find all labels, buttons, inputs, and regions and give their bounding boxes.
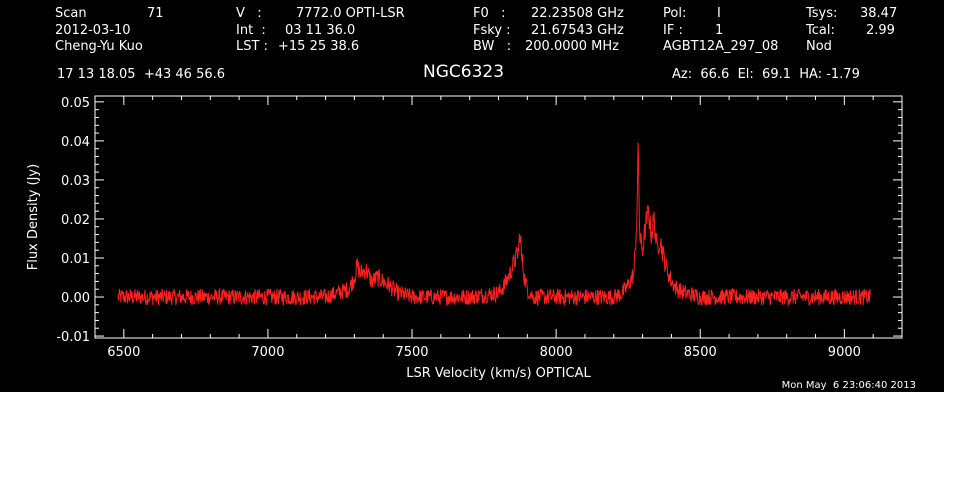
bw-value: 200.0000 MHz <box>525 39 619 54</box>
v-label: V : <box>236 6 262 21</box>
fsky-value: 21.67543 GHz <box>531 23 624 38</box>
plot-panel <box>0 0 944 392</box>
y-tick-label: 0.05 <box>61 96 90 111</box>
lst-value: +15 25 38.6 <box>278 39 360 54</box>
x-tick-label: 9000 <box>828 345 861 360</box>
x-tick-label: 8500 <box>684 345 717 360</box>
spectrum-trace <box>117 142 871 307</box>
tcal-value: 2.99 <box>866 23 895 38</box>
pol-label: Pol: <box>663 6 687 21</box>
if-label: IF : <box>663 23 683 38</box>
y-tick-label: 0.04 <box>61 135 90 150</box>
v-value: 7772.0 OPTI-LSR <box>296 6 405 21</box>
tcal-label: Tcal: <box>806 23 835 38</box>
x-tick-label: 8000 <box>540 345 573 360</box>
y-tick-label: 0.03 <box>61 174 90 189</box>
tsys-label: Tsys: <box>806 6 838 21</box>
y-tick-label: -0.01 <box>56 330 90 345</box>
pol-value: I <box>717 6 721 21</box>
bw-label: BW : <box>473 39 512 54</box>
plot-title: NGC6323 <box>423 62 505 82</box>
scan-label: Scan <box>55 6 87 21</box>
observer-name: Cheng-Yu Kuo <box>55 39 143 54</box>
scan-value: 71 <box>147 6 164 21</box>
obs-mode: Nod <box>806 39 832 54</box>
y-tick-label: 0.01 <box>61 252 90 267</box>
x-tick-label: 6500 <box>107 345 140 360</box>
source-coordinates: 17 13 18.05 +43 46 56.6 <box>57 67 226 82</box>
int-value: 03 11 36.0 <box>285 23 356 38</box>
y-axis-title: Flux Density (Jy) <box>26 164 41 270</box>
x-axis-title: LSR Velocity (km/s) OPTICAL <box>406 366 591 381</box>
az-el-ha: Az: 66.6 El: 69.1 HA: -1.79 <box>672 67 860 82</box>
if-value: 1 <box>715 23 724 38</box>
y-tick-label: 0.02 <box>61 213 90 228</box>
timestamp: Mon May 6 23:06:40 2013 <box>781 380 916 391</box>
spectrum-chart: 6500 7000 7500 8000 8500 9000 -0.01 0.00 0.01 0.0… <box>26 95 903 381</box>
project-id: AGBT12A_297_08 <box>663 39 779 54</box>
x-tick-label: 7500 <box>395 345 428 360</box>
y-tick-label: 0.00 <box>61 291 90 306</box>
x-tick-label: 7000 <box>251 345 284 360</box>
fsky-label: Fsky : <box>473 23 511 38</box>
obs-date: 2012-03-10 <box>55 23 131 38</box>
f0-label: F0 : <box>473 6 506 21</box>
int-label: Int : <box>236 23 266 38</box>
f0-value: 22.23508 GHz <box>531 6 624 21</box>
lst-label: LST : <box>236 39 268 54</box>
tsys-value: 38.47 <box>860 6 898 21</box>
